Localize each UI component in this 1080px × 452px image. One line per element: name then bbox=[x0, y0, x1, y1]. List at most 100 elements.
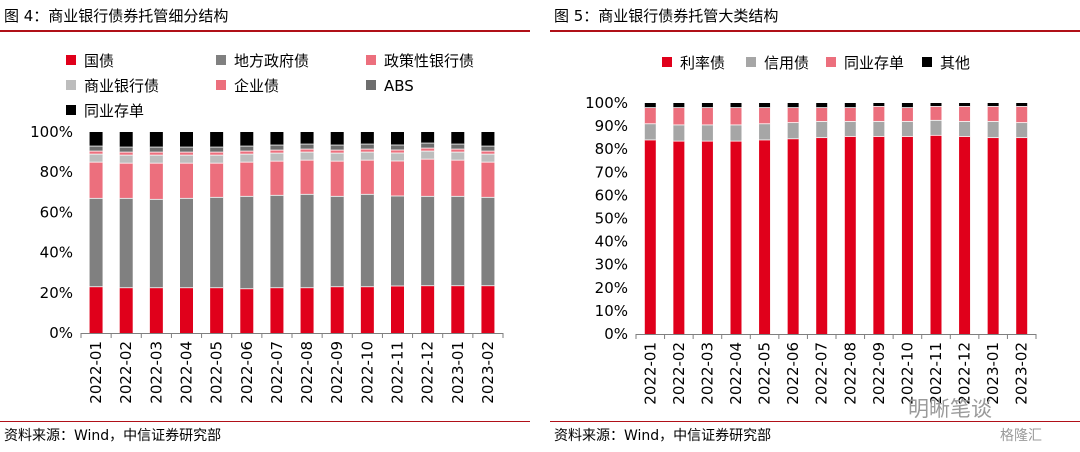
bar-segment-5-2022-03 bbox=[149, 152, 163, 156]
bar-segment-2-2022-09 bbox=[873, 121, 885, 137]
y-tick-label: 80% bbox=[40, 163, 73, 181]
bar-segment-4-2022-07 bbox=[816, 103, 828, 108]
bar-segment-4-2022-10 bbox=[901, 103, 913, 108]
bar-segment-7-2022-08 bbox=[300, 132, 314, 145]
y-tick-label: 60% bbox=[40, 203, 73, 221]
right-chart-panel: 图 5：商业银行债券托管大类结构 利率债 信用债 同业存单 其他 0% 10% 20% 30… bbox=[550, 0, 1080, 452]
bar-segment-4-2022-05 bbox=[210, 155, 224, 164]
x-tick-label: 2022-03 bbox=[147, 341, 165, 404]
bar-segment-5-2022-01 bbox=[89, 151, 103, 155]
bar-segment-4-2022-03 bbox=[149, 155, 163, 164]
bar-segment-4-2022-08 bbox=[844, 103, 856, 108]
bar-segment-2-2022-03 bbox=[701, 124, 713, 142]
bar-segment-2-2023-01 bbox=[451, 196, 465, 286]
right-title-rule bbox=[550, 30, 1080, 32]
bar-segment-1-2022-08 bbox=[300, 287, 314, 333]
legend-label: 政策性银行债 bbox=[384, 52, 475, 70]
bar-segment-2-2022-10 bbox=[360, 194, 374, 287]
bar-segment-5-2022-08 bbox=[300, 149, 314, 153]
bar-segment-1-2022-01 bbox=[89, 286, 103, 333]
bar-segment-1-2022-06 bbox=[787, 138, 799, 334]
bar-segment-3-2022-01 bbox=[644, 107, 656, 124]
bar-segment-4-2022-02 bbox=[119, 155, 133, 164]
legend-swatch bbox=[366, 54, 376, 65]
x-tick-label: 2023-02 bbox=[479, 341, 497, 404]
legend-label: 利率债 bbox=[680, 54, 726, 72]
x-tick-label: 2022-10 bbox=[898, 342, 916, 405]
bar-segment-5-2022-02 bbox=[119, 152, 133, 156]
y-tick-label: 70% bbox=[595, 163, 628, 181]
bar-segment-7-2022-06 bbox=[240, 132, 254, 147]
y-tick-label: 20% bbox=[595, 279, 628, 297]
y-tick-label: 20% bbox=[40, 284, 73, 302]
x-tick-label: 2022-06 bbox=[784, 342, 802, 405]
bar-segment-6-2022-10 bbox=[360, 144, 374, 150]
x-tick-label: 2023-01 bbox=[984, 342, 1002, 405]
bar-segment-2-2022-12 bbox=[959, 121, 971, 137]
x-tick-label: 2022-01 bbox=[641, 342, 659, 405]
bar-segment-6-2022-08 bbox=[300, 144, 314, 150]
x-tick-label: 2022-01 bbox=[87, 341, 105, 404]
left-source-rule bbox=[0, 421, 530, 422]
bar-segment-6-2022-09 bbox=[330, 145, 344, 151]
watermark-small-text: 格隆汇 bbox=[1000, 428, 1042, 444]
bar-segment-4-2022-04 bbox=[180, 155, 193, 164]
y-tick-label: 40% bbox=[595, 233, 628, 251]
bar-segment-3-2022-03 bbox=[701, 107, 713, 125]
bar-segment-2-2022-03 bbox=[149, 199, 163, 288]
bar-segment-4-2022-09 bbox=[873, 103, 885, 107]
x-tick-label: 2022-09 bbox=[328, 341, 346, 404]
bar-segment-3-2022-12 bbox=[421, 159, 435, 197]
bar-segment-2-2022-11 bbox=[391, 196, 404, 286]
bar-segment-1-2022-09 bbox=[330, 286, 344, 333]
bar-segment-6-2022-04 bbox=[180, 147, 193, 153]
bar-segment-6-2022-01 bbox=[89, 146, 103, 152]
bar-segment-2-2022-05 bbox=[210, 197, 224, 288]
y-tick-label: 40% bbox=[40, 244, 73, 262]
bar-segment-3-2023-01 bbox=[451, 160, 465, 197]
bar-segment-6-2022-02 bbox=[119, 147, 133, 153]
bar-segment-2-2022-06 bbox=[240, 196, 254, 289]
bar-segment-5-2022-11 bbox=[391, 150, 404, 153]
bar-segment-3-2022-11 bbox=[391, 161, 404, 196]
bar-segment-5-2023-02 bbox=[481, 151, 495, 155]
bar-segment-7-2022-02 bbox=[119, 132, 133, 148]
legend-label: 信用债 bbox=[764, 54, 810, 72]
y-tick-label: 0% bbox=[49, 324, 73, 342]
bar-segment-1-2023-01 bbox=[451, 285, 465, 333]
bar-segment-4-2022-02 bbox=[673, 103, 685, 108]
x-tick-label: 2022-05 bbox=[208, 341, 226, 404]
legend-label: 地方政府债 bbox=[234, 52, 310, 70]
bar-segment-6-2022-03 bbox=[149, 147, 163, 153]
x-tick-label: 2022-09 bbox=[870, 342, 888, 405]
bar-segment-2-2022-06 bbox=[787, 122, 799, 139]
x-tick-label: 2022-07 bbox=[813, 342, 831, 405]
watermark-text: 明晰笔谈 bbox=[908, 397, 992, 421]
bar-segment-3-2022-01 bbox=[89, 162, 103, 199]
bar-segment-6-2023-02 bbox=[481, 146, 495, 152]
bar-segment-6-2022-12 bbox=[421, 143, 435, 149]
x-tick-label: 2022-12 bbox=[419, 341, 437, 404]
bar-segment-1-2022-07 bbox=[270, 287, 284, 333]
bar-segment-1-2022-02 bbox=[119, 287, 133, 333]
x-tick-label: 2023-02 bbox=[1013, 342, 1031, 405]
bar-segment-1-2022-03 bbox=[701, 141, 713, 334]
bar-segment-5-2022-05 bbox=[210, 152, 224, 156]
bar-segment-1-2022-10 bbox=[901, 136, 913, 334]
y-tick-label: 30% bbox=[595, 256, 628, 274]
y-tick-label: 100% bbox=[30, 123, 73, 141]
legend-label: 国债 bbox=[84, 52, 115, 70]
bar-segment-2-2022-08 bbox=[844, 121, 856, 137]
bar-segment-4-2023-02 bbox=[481, 154, 495, 163]
bar-segment-3-2022-05 bbox=[759, 107, 771, 124]
legend-label: ABS bbox=[384, 77, 414, 95]
legend-label: 其他 bbox=[940, 54, 971, 72]
bar-segment-3-2022-06 bbox=[787, 107, 799, 123]
legend-item-2: 信用债 bbox=[746, 54, 809, 72]
x-tick-label: 2022-08 bbox=[841, 342, 859, 405]
x-tick-label: 2022-04 bbox=[727, 342, 745, 405]
left-chart-source: 资料来源：Wind，中信证券研究部 bbox=[4, 428, 222, 444]
bar-segment-3-2022-07 bbox=[270, 161, 284, 196]
bar-segment-1-2022-07 bbox=[816, 137, 828, 334]
legend-swatch bbox=[66, 104, 76, 115]
